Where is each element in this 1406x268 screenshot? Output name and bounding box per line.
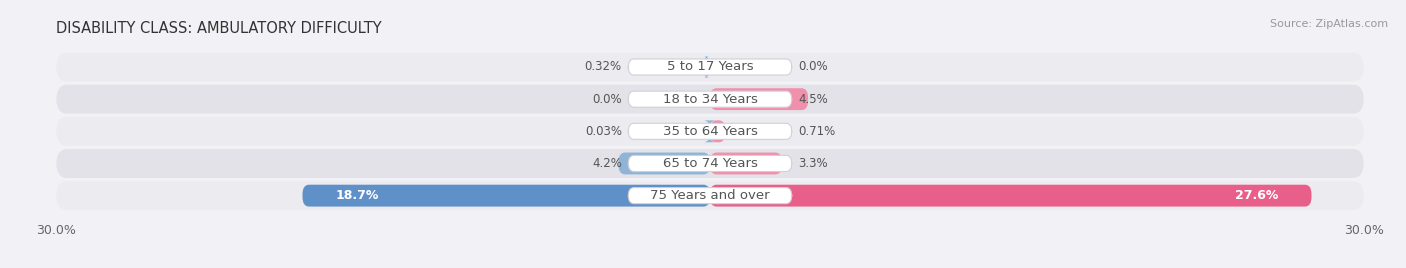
- Text: 0.03%: 0.03%: [585, 125, 621, 138]
- Text: 0.32%: 0.32%: [585, 61, 621, 73]
- FancyBboxPatch shape: [703, 56, 710, 78]
- Text: 35 to 64 Years: 35 to 64 Years: [662, 125, 758, 138]
- FancyBboxPatch shape: [703, 120, 716, 142]
- FancyBboxPatch shape: [302, 185, 710, 207]
- Text: 75 Years and over: 75 Years and over: [650, 189, 770, 202]
- Legend: Male, Female: Male, Female: [647, 265, 773, 268]
- Text: 5 to 17 Years: 5 to 17 Years: [666, 61, 754, 73]
- Text: 0.0%: 0.0%: [592, 93, 621, 106]
- Text: 3.3%: 3.3%: [799, 157, 828, 170]
- Text: 4.5%: 4.5%: [799, 93, 828, 106]
- FancyBboxPatch shape: [619, 152, 710, 174]
- Text: DISABILITY CLASS: AMBULATORY DIFFICULTY: DISABILITY CLASS: AMBULATORY DIFFICULTY: [56, 21, 382, 36]
- FancyBboxPatch shape: [710, 88, 808, 110]
- Text: 0.71%: 0.71%: [799, 125, 835, 138]
- Text: 18.7%: 18.7%: [335, 189, 378, 202]
- FancyBboxPatch shape: [628, 155, 792, 172]
- Text: 65 to 74 Years: 65 to 74 Years: [662, 157, 758, 170]
- FancyBboxPatch shape: [710, 120, 725, 142]
- FancyBboxPatch shape: [628, 91, 792, 107]
- Text: 18 to 34 Years: 18 to 34 Years: [662, 93, 758, 106]
- FancyBboxPatch shape: [710, 152, 782, 174]
- FancyBboxPatch shape: [56, 85, 1364, 114]
- FancyBboxPatch shape: [628, 59, 792, 75]
- Text: 27.6%: 27.6%: [1236, 189, 1279, 202]
- FancyBboxPatch shape: [56, 181, 1364, 210]
- Text: Source: ZipAtlas.com: Source: ZipAtlas.com: [1270, 19, 1388, 29]
- FancyBboxPatch shape: [56, 117, 1364, 146]
- Text: 4.2%: 4.2%: [592, 157, 621, 170]
- FancyBboxPatch shape: [628, 188, 792, 204]
- FancyBboxPatch shape: [628, 123, 792, 139]
- FancyBboxPatch shape: [56, 149, 1364, 178]
- FancyBboxPatch shape: [710, 185, 1312, 207]
- Text: 0.0%: 0.0%: [799, 61, 828, 73]
- FancyBboxPatch shape: [56, 53, 1364, 81]
